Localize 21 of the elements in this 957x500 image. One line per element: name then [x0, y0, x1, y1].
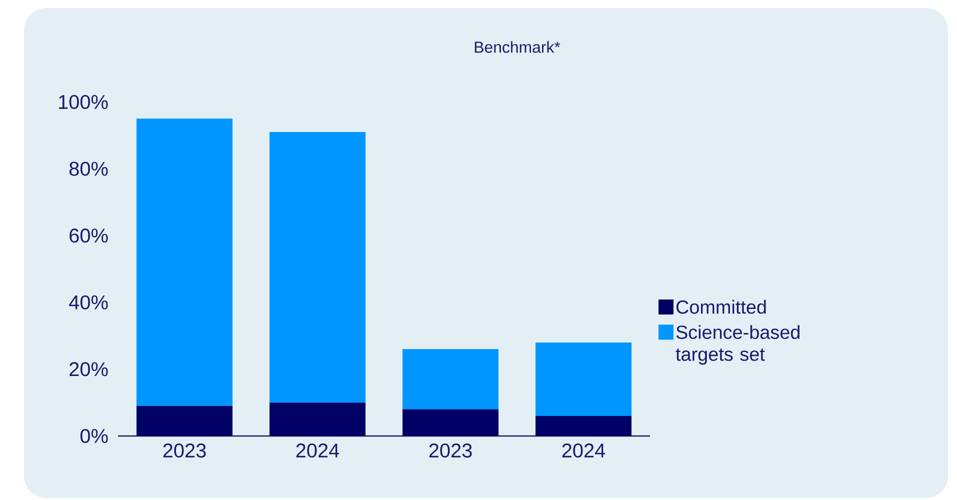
x-tick-label: 2024 — [296, 444, 340, 458]
y-tick-label: 80% — [69, 162, 108, 176]
y-tick-label: 100% — [59, 94, 108, 110]
bar — [402, 409, 499, 436]
y-tick-label: 20% — [70, 362, 108, 376]
bar — [402, 349, 499, 410]
bar — [536, 342, 632, 416]
legend-label: Committed — [676, 300, 766, 314]
bar — [136, 118, 233, 406]
bar — [270, 402, 366, 436]
y-tick-label: 40% — [69, 295, 108, 310]
x-tick-label: 2023 — [429, 444, 472, 458]
x-tick-label: 2023 — [163, 444, 206, 458]
bar — [270, 132, 366, 403]
y-tick-label: 60% — [70, 228, 108, 243]
y-tick-label: 0% — [80, 428, 108, 444]
bar — [536, 416, 632, 436]
text: Benchmark* — [474, 41, 560, 53]
legend-label: Science-based targets set — [676, 325, 800, 365]
x-tick-label: 2024 — [562, 444, 606, 458]
bar — [136, 406, 233, 436]
